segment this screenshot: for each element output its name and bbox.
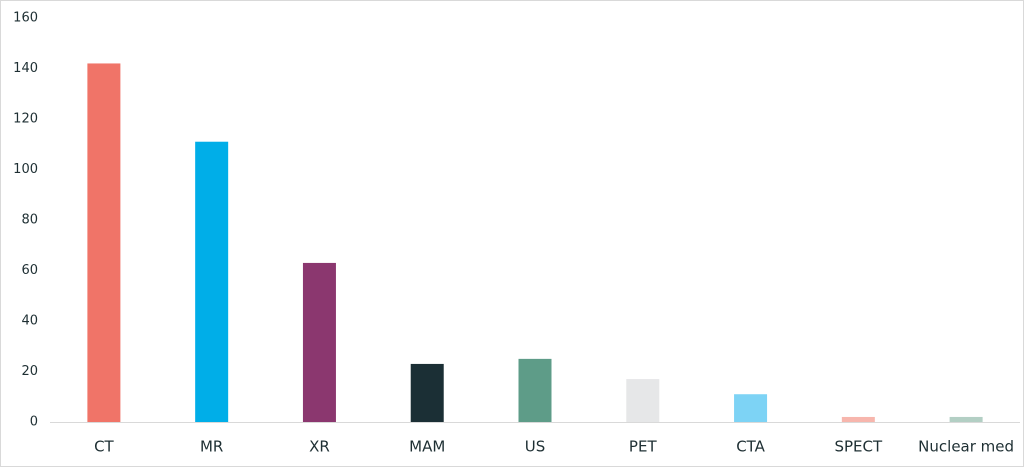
bar [87,63,121,422]
y-tick-label: 0 [30,415,38,430]
y-tick-label: 20 [21,364,38,379]
bar [410,363,444,422]
bar [302,262,336,422]
x-tick-label: CTA [736,438,765,456]
y-tick-label: 140 [13,61,38,76]
bar [518,358,552,422]
y-tick-label: 160 [13,11,38,26]
bar [949,416,983,422]
bar [195,141,229,422]
x-tick-label: US [525,438,546,456]
bar [841,416,875,422]
x-tick-label: PET [629,438,658,456]
bar [626,379,660,422]
x-tick-label: MR [200,438,223,456]
y-tick-label: 40 [21,314,38,329]
y-tick-label: 80 [21,213,38,228]
x-tick-label: Nuclear med [918,438,1014,456]
x-tick-label: CT [94,438,114,456]
bar [734,394,768,422]
y-tick-label: 60 [21,263,38,278]
x-tick-label: SPECT [834,438,883,456]
x-tick-label: MAM [409,438,445,456]
x-tick-label: XR [309,438,330,456]
y-tick-label: 100 [13,162,38,177]
y-tick-label: 120 [13,112,38,127]
